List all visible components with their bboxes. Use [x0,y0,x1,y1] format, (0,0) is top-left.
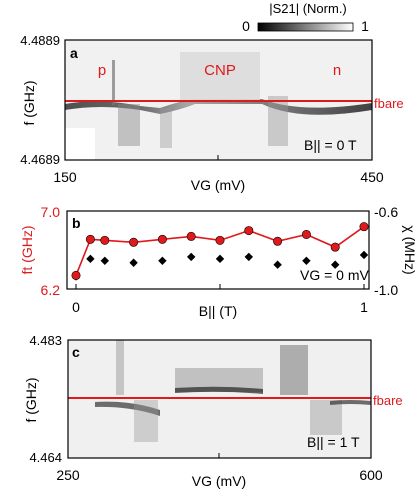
panel-a-field-label: B|| = 0 T [304,137,357,153]
ft-point [330,242,340,252]
panel-a: a p CNP n fbare B|| = 0 T 4.4889 4.4689 … [20,33,403,193]
panel-a-x-tick-label: 150 [53,169,77,185]
panel-c-band [95,401,160,416]
panel-b: b 7.0 6.2 ft (GHz) -0.6 -1.0 χ (MHz) 0 1… [19,204,416,319]
ft-point [129,237,139,247]
ft-point [100,235,110,245]
chi-point [215,254,225,264]
panel-a-fbare-label: fbare [374,96,404,111]
panel-a-blank-region [65,128,95,160]
panel-c-x-tick-label: 250 [56,467,80,483]
panel-c-field-label: B|| = 1 T [307,434,360,450]
panel-b-left-tick-label: 6.2 [41,282,61,298]
panel-a-y-label: f (GHz) [21,80,37,125]
region-p-label: p [98,62,106,79]
chi-point [187,252,196,262]
panel-a-streak [160,108,172,148]
panel-c-y-bottom: 4.464 [29,450,62,465]
panel-c-letter: c [72,344,80,360]
colorbar-min-label: 0 [242,18,250,34]
panel-c-band [330,400,371,405]
panel-b-right-tick-label: -1.0 [374,282,398,298]
ft-point [215,235,225,245]
panel-c-streak [280,345,308,395]
ft-point [359,222,369,232]
colorbar-label: |S21| (Norm.) [269,1,347,16]
panel-c-streak [134,400,158,442]
chi-point [359,250,369,260]
panel-b-marks [71,222,369,289]
colorbar-max-label: 1 [361,18,369,34]
panel-a-streak [268,96,288,146]
panel-c-x-label: VG (mV) [192,473,246,489]
panel-a-resonance-band [65,99,372,115]
panel-c-streak [116,340,124,395]
panel-b-right-tick-label: -0.6 [374,204,398,220]
region-cnp-label: CNP [204,62,236,79]
ft-point [186,231,196,241]
panel-a-y-bottom: 4.4689 [20,152,60,167]
chi-point [273,260,282,269]
ft-point [244,226,254,236]
colorbar: |S21| (Norm.) 0 1 [242,1,369,34]
panel-b-left-axis-label: ft (GHz) [19,226,35,275]
panel-a-x-label: VG (mV) [191,177,245,193]
ft-point [157,234,167,244]
chi-point [331,260,340,269]
panel-b-left-ticks: 7.0 6.2 [41,204,61,298]
colorbar-gradient [257,22,354,32]
panel-c-streak [310,400,342,435]
panel-c-x-tick-label: 600 [359,467,383,483]
chi-point [158,256,167,265]
panel-a-cnp-area [180,52,260,100]
ft-point [85,234,95,244]
panel-a-streak [118,104,140,146]
panel-a-letter: a [70,45,78,61]
panel-b-letter: b [72,215,81,231]
panel-c-band [175,386,263,394]
panel-b-gate-label: VG = 0 mV [300,267,370,283]
ft-point [301,229,311,239]
chi-point [244,252,253,262]
panel-c-y-label: f (GHz) [23,377,39,422]
chi-point [86,254,95,264]
ft-point [273,236,283,246]
chi-point [100,256,109,265]
panel-b-x-label: B|| (T) [199,303,237,319]
ft-point [71,270,81,280]
chi-point [302,256,311,265]
panel-c: c fbare B|| = 1 T 4.483 4.464 f (GHz) 25… [23,333,403,489]
panel-a-streak [112,60,115,105]
panel-b-frame [66,210,370,290]
panel-a-x-tick-label: 450 [360,169,384,185]
panel-b-x-tick-label: 0 [72,299,80,315]
panel-c-fbare-label: fbare [373,393,403,408]
region-n-label: n [333,62,341,79]
panel-b-x-tick-label: 1 [360,299,368,315]
panel-a-y-top: 4.4889 [20,33,60,48]
panel-c-y-top: 4.483 [29,333,62,348]
chi-point [129,258,138,267]
panel-b-right-axis-label: χ (MHz) [402,225,416,274]
panel-b-left-tick-label: 7.0 [41,204,61,220]
